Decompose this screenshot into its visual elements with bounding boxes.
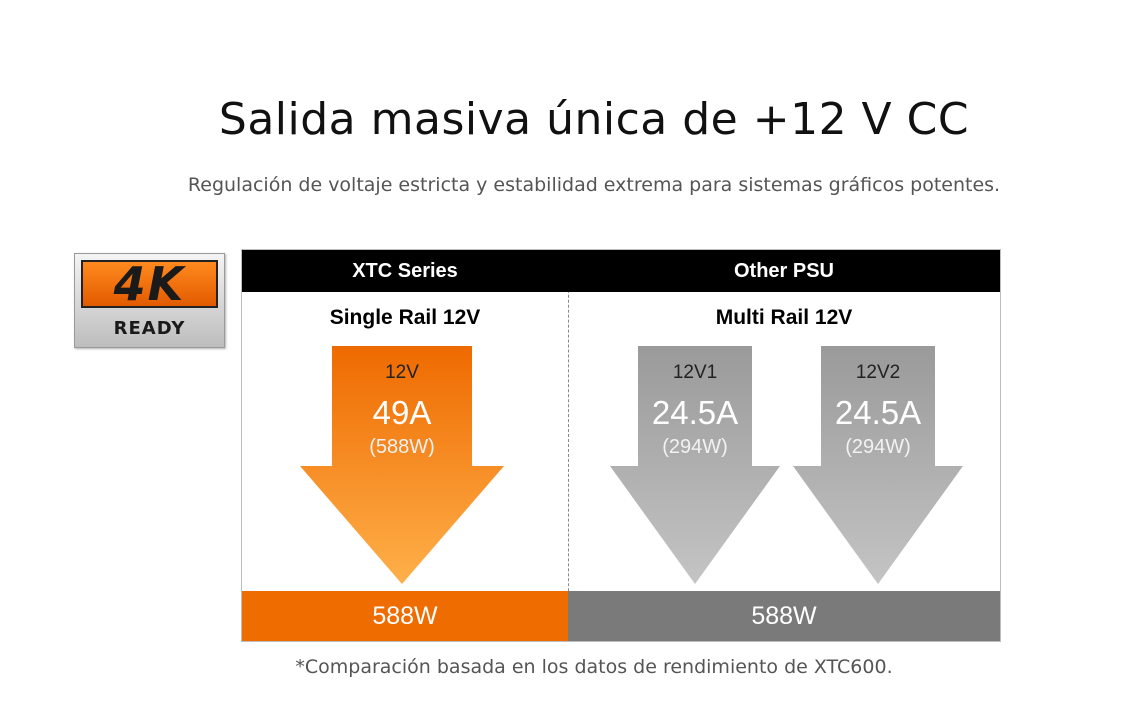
other-total-watts: 588W	[568, 591, 1000, 641]
badge-4k-panel: 4K	[81, 260, 218, 308]
xtc-series-header: XTC Series	[242, 250, 568, 292]
psu-comparison: XTC Series Single Rail 12V 12V 49A (588W…	[241, 249, 1001, 642]
rail-amps: 24.5A	[834, 394, 922, 431]
orange-down-arrow-icon	[300, 346, 504, 584]
rail-arrow-12v1: 12V1 24.5A (294W)	[610, 346, 780, 584]
rail-amps: 49A	[372, 394, 432, 431]
rail-label: 12V2	[855, 362, 901, 383]
comparison-footnote: *Comparación basada en los datos de rend…	[295, 656, 893, 678]
badge-4k-text: 4K	[113, 257, 186, 311]
rail-watts: (588W)	[369, 436, 435, 458]
rail-watts: (294W)	[845, 436, 911, 458]
rail-watts: (294W)	[662, 436, 728, 458]
rail-arrow-12v: 12V 49A (588W)	[300, 346, 504, 584]
xtc-rail-type: Single Rail 12V	[329, 306, 481, 329]
other-psu-header: Other PSU	[568, 250, 1000, 292]
other-rail-type: Multi Rail 12V	[715, 306, 853, 329]
other-psu-column: Other PSU Multi Rail 12V 12V1 24.5A (294…	[568, 250, 1000, 641]
column-divider	[568, 250, 569, 641]
rail-label: 12V	[385, 362, 419, 383]
page-title: Salida masiva única de +12 V CC	[218, 94, 970, 145]
4k-ready-badge: 4K READY	[74, 253, 225, 348]
badge-ready-text: READY	[113, 318, 186, 339]
gray-down-arrow-icon	[610, 346, 780, 584]
xtc-total-watts: 588W	[242, 591, 568, 641]
rail-label: 12V1	[672, 362, 718, 383]
page-subtitle: Regulación de voltaje estricta y estabil…	[187, 174, 1001, 196]
rail-amps: 24.5A	[651, 394, 739, 431]
xtc-series-column: XTC Series Single Rail 12V 12V 49A (588W…	[242, 250, 568, 641]
gray-down-arrow-icon	[793, 346, 963, 584]
rail-arrow-12v2: 12V2 24.5A (294W)	[793, 346, 963, 584]
